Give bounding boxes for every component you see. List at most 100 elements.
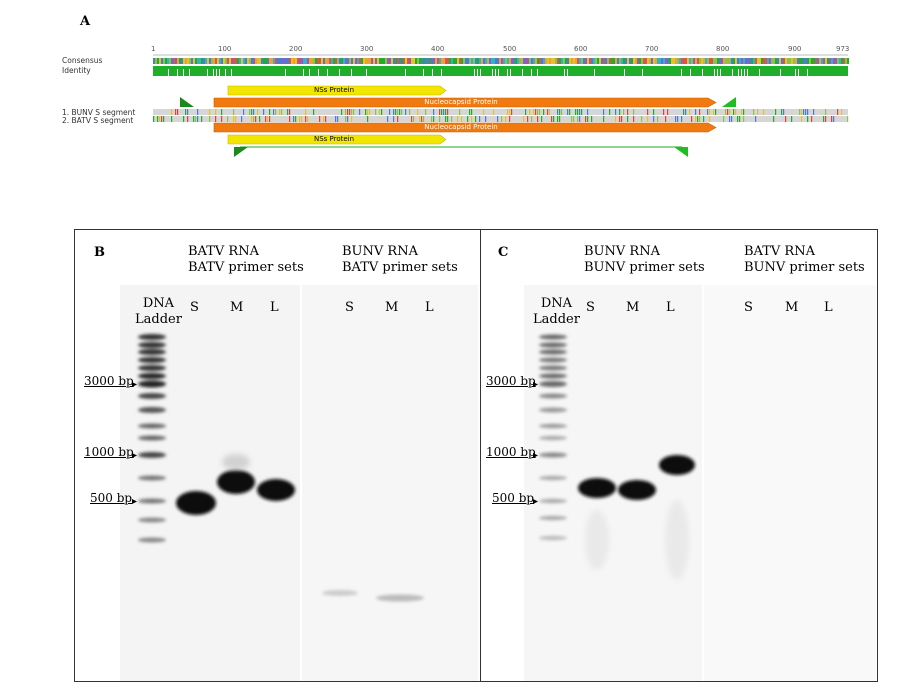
consensus-cell <box>733 58 735 64</box>
panel-c-lane-label: L <box>824 300 833 315</box>
variant-mark <box>265 116 267 122</box>
identity-gap <box>351 69 352 76</box>
consensus-cell <box>801 58 803 64</box>
consensus-cell <box>211 58 213 64</box>
variant-mark <box>529 109 531 115</box>
variant-mark <box>365 109 367 115</box>
identity-gap <box>507 69 508 76</box>
gel-b-right <box>302 285 478 681</box>
identity-gap <box>624 69 625 76</box>
variant-mark <box>575 109 577 115</box>
consensus-cell <box>419 58 421 64</box>
variant-mark <box>197 116 199 122</box>
variant-mark <box>647 109 649 115</box>
panel-b-lane-label: S <box>190 300 199 315</box>
consensus-cell <box>467 58 469 64</box>
variant-mark <box>691 116 693 122</box>
variant-mark <box>295 116 297 122</box>
variant-mark <box>647 116 649 122</box>
consensus-cell <box>509 58 511 64</box>
consensus-cell <box>717 58 719 64</box>
consensus-cell <box>155 58 157 64</box>
consensus-cell <box>847 58 849 64</box>
variant-mark <box>501 116 503 122</box>
panel-c-lane-label: S <box>586 300 595 315</box>
gel-band <box>578 478 616 498</box>
panel-c-group2-line2: BUNV primer sets <box>744 260 865 275</box>
ladder-band <box>539 349 567 355</box>
panel-b-ladder-label: DNA Ladder <box>135 296 182 328</box>
variant-mark <box>825 109 827 115</box>
consensus-cell <box>729 58 731 64</box>
consensus-cell <box>527 58 529 64</box>
variant-mark <box>439 116 441 122</box>
consensus-cell <box>359 58 361 64</box>
ladder-band <box>138 452 166 458</box>
variant-mark <box>509 109 511 115</box>
variant-mark <box>325 116 327 122</box>
identity-gap <box>492 69 493 76</box>
consensus-cell <box>241 58 243 64</box>
consensus-cell <box>161 58 163 64</box>
ruler-tick: 973 <box>836 45 850 53</box>
consensus-cell <box>191 58 193 64</box>
consensus-cell <box>645 58 647 64</box>
consensus-cell <box>823 58 825 64</box>
ladder-band <box>138 342 166 348</box>
consensus-cell <box>587 58 589 64</box>
identity-gap <box>807 69 808 76</box>
variant-mark <box>615 116 617 122</box>
consensus-cell <box>197 58 199 64</box>
variant-mark <box>411 116 413 122</box>
consensus-cell <box>251 58 253 64</box>
consensus-cell <box>781 58 783 64</box>
consensus-cell <box>831 58 833 64</box>
variant-mark <box>573 116 575 122</box>
ladder-band <box>138 373 166 379</box>
identity-bar <box>153 66 848 76</box>
variant-mark <box>543 109 545 115</box>
ladder-band <box>539 334 567 340</box>
consensus-cell <box>571 58 573 64</box>
consensus-cell <box>557 58 559 64</box>
ladder-band <box>138 498 166 504</box>
consensus-cell <box>325 58 327 64</box>
consensus-cell <box>263 58 265 64</box>
variant-mark <box>527 116 529 122</box>
variant-mark <box>609 109 611 115</box>
variant-mark <box>775 109 777 115</box>
consensus-cell <box>457 58 459 64</box>
consensus-cell <box>807 58 809 64</box>
consensus-cell <box>375 58 377 64</box>
consensus-cell <box>763 58 765 64</box>
consensus-cell <box>629 58 631 64</box>
consensus-cell <box>815 58 817 64</box>
identity-gap <box>537 69 538 76</box>
consensus-cell <box>175 58 177 64</box>
consensus-cell <box>265 58 267 64</box>
ladder-band <box>138 475 166 481</box>
variant-mark <box>253 109 255 115</box>
variant-mark <box>811 116 813 122</box>
consensus-cell <box>747 58 749 64</box>
variant-mark <box>351 109 353 115</box>
variant-mark <box>459 109 461 115</box>
consensus-cell <box>631 58 633 64</box>
consensus-cell <box>257 58 259 64</box>
variant-mark <box>709 109 711 115</box>
variant-mark <box>713 109 715 115</box>
consensus-cell <box>563 58 565 64</box>
consensus-cell <box>249 58 251 64</box>
variant-mark <box>699 109 701 115</box>
variant-mark <box>479 116 481 122</box>
variant-mark <box>409 109 411 115</box>
consensus-cell <box>529 58 531 64</box>
variant-mark <box>709 116 711 122</box>
consensus-cell <box>617 58 619 64</box>
ladder-band <box>539 475 567 481</box>
variant-mark <box>471 116 473 122</box>
variant-mark <box>157 116 159 122</box>
variant-mark <box>507 109 509 115</box>
consensus-cell <box>235 58 237 64</box>
identity-gap <box>690 69 691 76</box>
